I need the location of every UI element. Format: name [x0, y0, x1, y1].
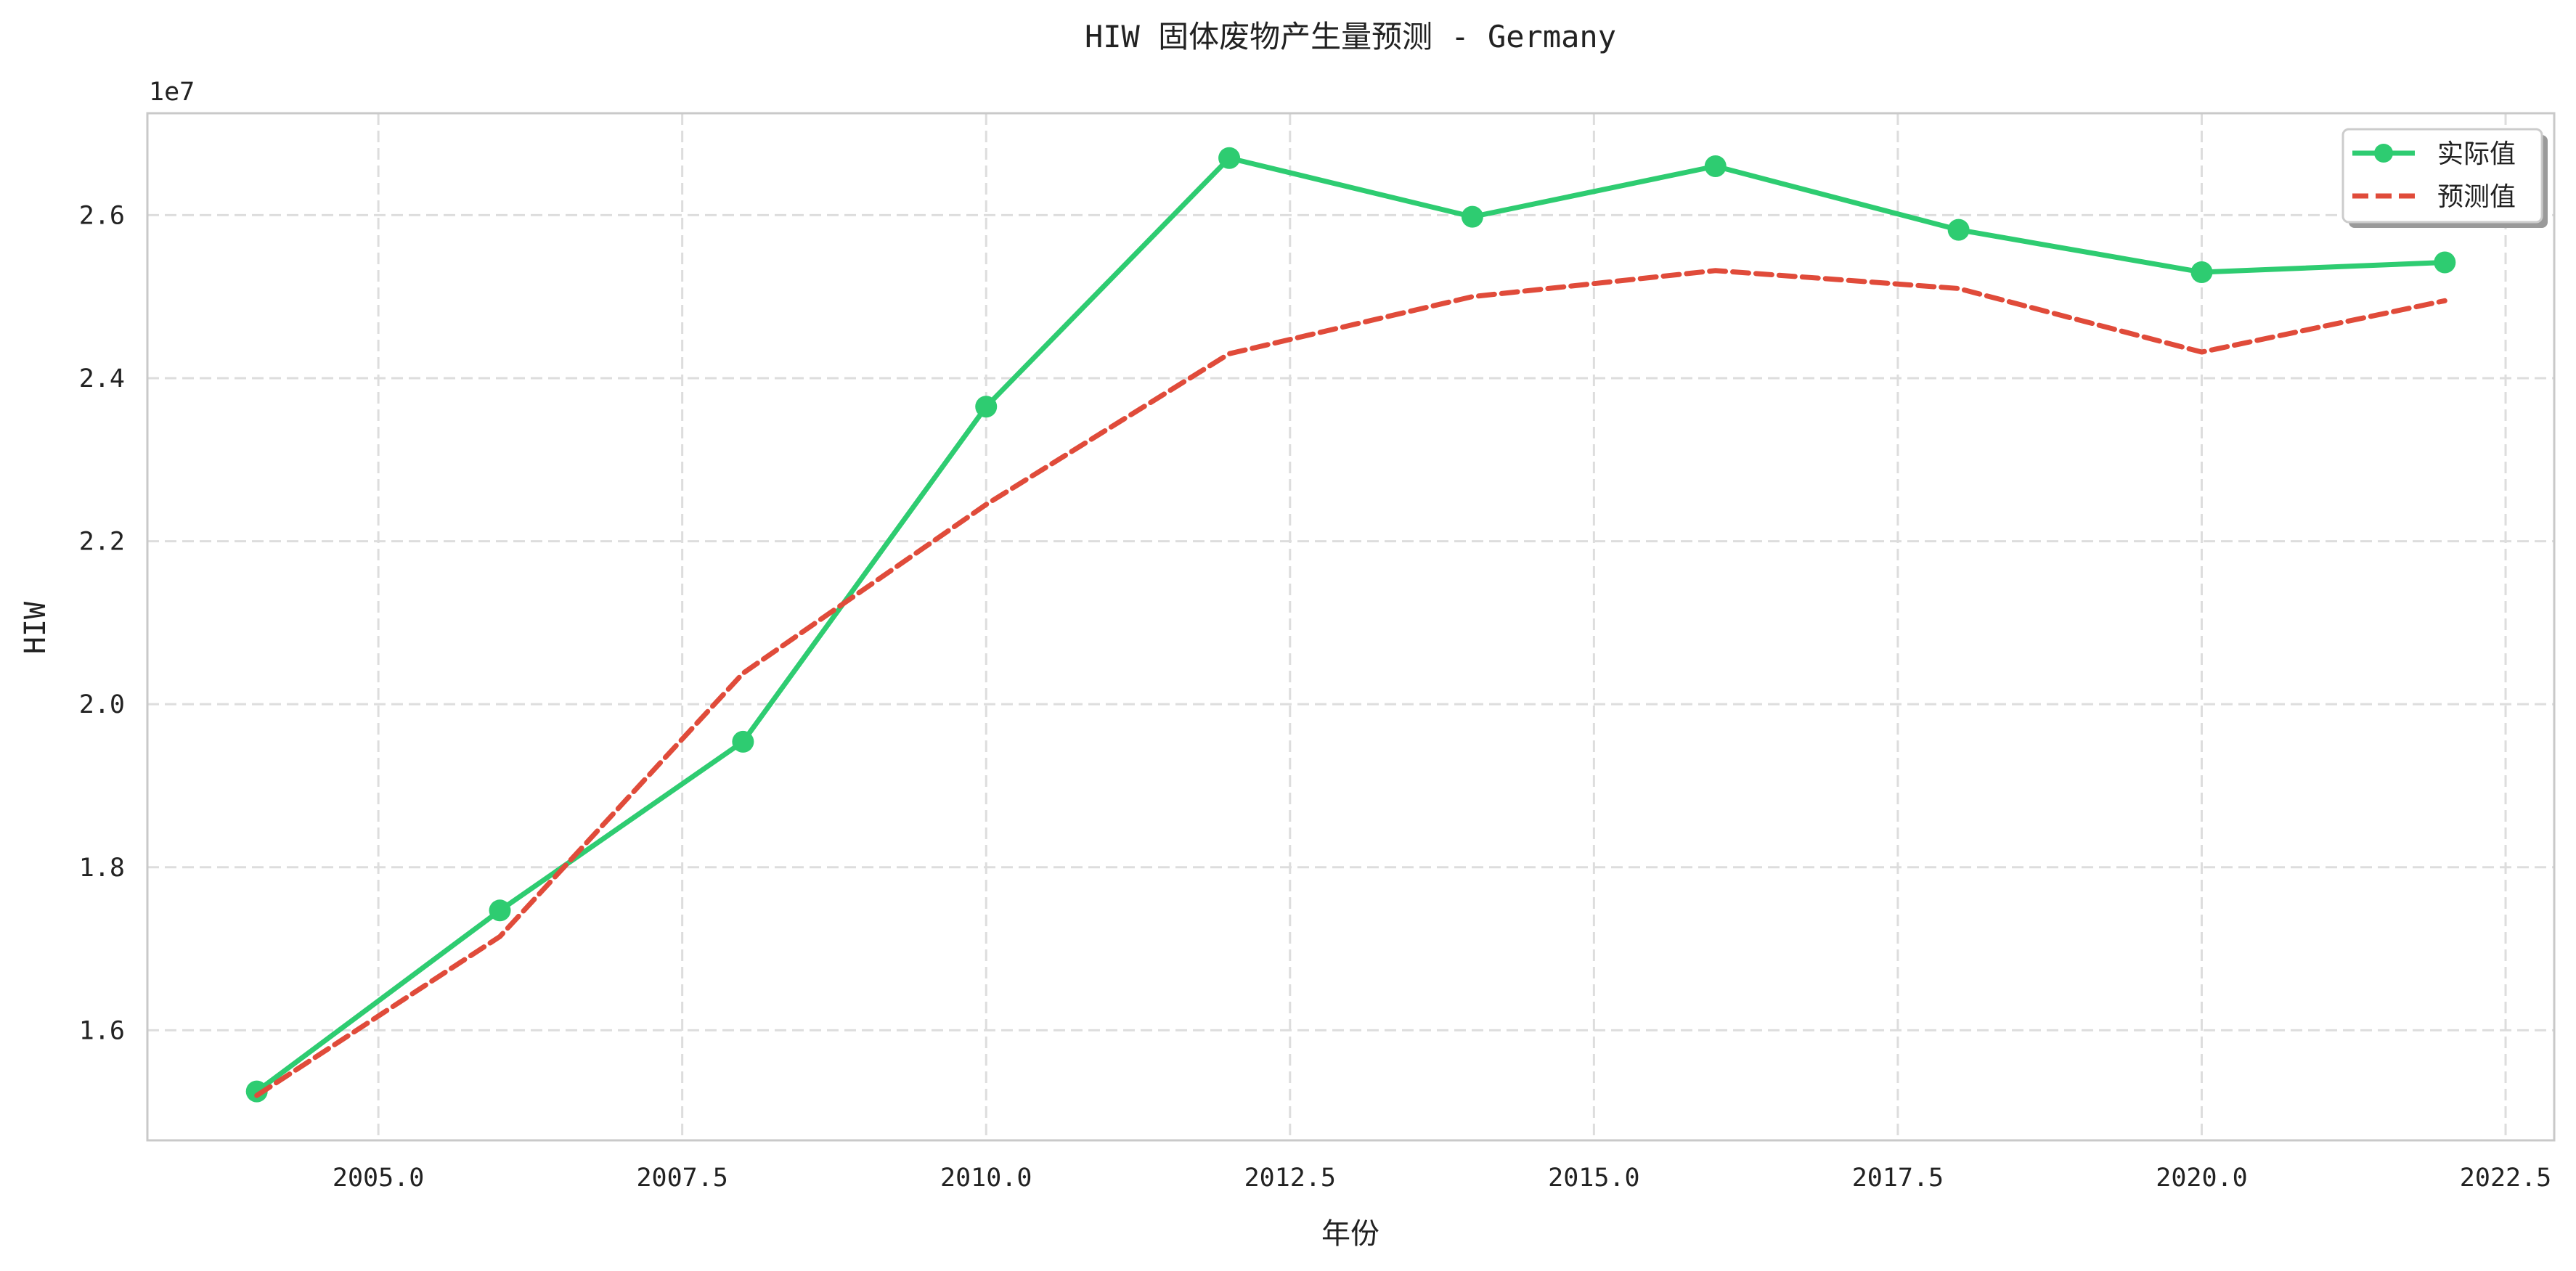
grid-layer — [147, 113, 2554, 1140]
y-axis-offset-label: 1e7 — [149, 78, 195, 107]
tick-layer: 2005.0 2007.5 2010.0 2012.5 2015.0 2017.5 2020… — [79, 201, 2551, 1193]
actual-data-point — [975, 396, 998, 418]
series-layer — [245, 147, 2456, 1103]
actual-data-point — [1947, 218, 1970, 241]
actual-data-point — [1704, 155, 1727, 177]
x-tick-label: 2010.0 — [940, 1164, 1032, 1193]
y-tick-label: 1.8 — [79, 854, 125, 883]
actual-data-point — [1461, 205, 1483, 228]
y-axis-label: HIW — [19, 601, 52, 654]
actual-data-point — [2190, 261, 2213, 283]
x-tick-label: 2007.5 — [636, 1164, 727, 1193]
y-tick-label: 2.2 — [79, 528, 125, 557]
x-tick-label: 2015.0 — [1548, 1164, 1639, 1193]
y-tick-label: 2.6 — [79, 201, 125, 230]
x-tick-label: 2020.0 — [2156, 1164, 2247, 1193]
y-tick-label: 2.0 — [79, 690, 125, 719]
actual-data-point — [489, 899, 511, 922]
x-tick-label: 2005.0 — [333, 1164, 424, 1193]
actual-data-point — [2434, 251, 2456, 274]
legend: 实际值 预测值 — [2341, 128, 2548, 228]
actual-data-point — [1218, 147, 1241, 169]
chart-title: HIW 固体废物产生量预测 - Germany — [1085, 19, 1616, 54]
actual-data-point — [245, 1080, 268, 1103]
plot-frame — [146, 112, 2556, 1142]
actual-data-point — [732, 730, 754, 753]
x-axis-label: 年份 — [1321, 1217, 1379, 1251]
series-forecast-line — [254, 268, 2447, 1098]
legend-marker-actual — [2374, 144, 2393, 163]
x-tick-label: 2022.5 — [2460, 1164, 2551, 1193]
x-tick-label: 2012.5 — [1244, 1164, 1336, 1193]
y-tick-label: 2.4 — [79, 364, 125, 393]
x-tick-label: 2017.5 — [1852, 1164, 1944, 1193]
legend-label-forecast: 预测值 — [2437, 182, 2516, 212]
series-actual-line — [254, 155, 2447, 1095]
legend-label-actual: 实际值 — [2437, 139, 2516, 169]
y-tick-label: 1.6 — [79, 1016, 125, 1045]
